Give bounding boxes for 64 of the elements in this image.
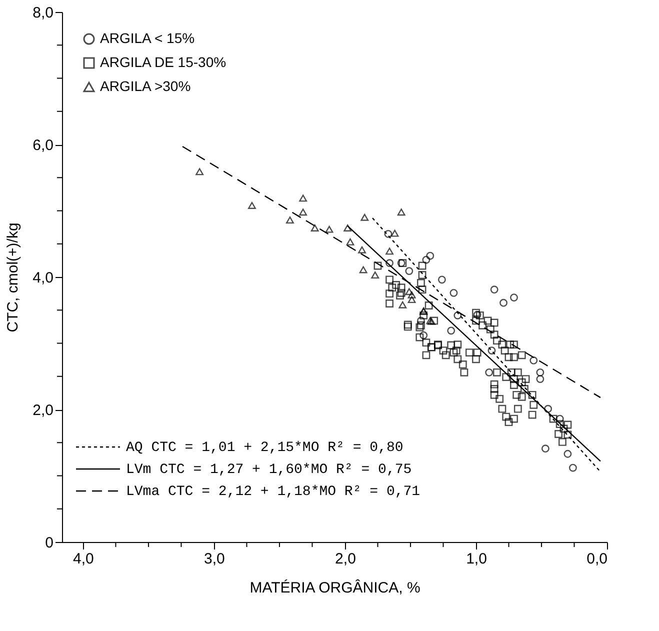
point	[386, 248, 394, 255]
x-axis-title: MATÉRIA ORGÂNICA, %	[250, 578, 420, 596]
x-tick-label: 3,0	[204, 550, 225, 568]
point	[556, 414, 564, 423]
point	[438, 276, 446, 284]
point	[426, 252, 434, 260]
x-tick-label: 4,0	[73, 550, 94, 568]
point	[541, 444, 550, 453]
point	[450, 288, 458, 297]
point	[500, 298, 508, 307]
point	[405, 288, 414, 296]
y-tick-label: 6,0	[32, 137, 54, 154]
point	[544, 404, 552, 413]
point	[390, 230, 399, 237]
point	[384, 230, 392, 238]
point	[417, 316, 425, 325]
point	[408, 296, 416, 304]
point	[359, 266, 368, 274]
x-tick-label: 0,0	[586, 550, 608, 568]
point	[568, 464, 577, 472]
legend-label: LVma CTC = 2,12 + 1,18*MO R² = 0,71	[126, 484, 420, 500]
point	[344, 224, 352, 232]
point	[530, 356, 538, 364]
point	[286, 216, 294, 224]
point	[360, 214, 369, 221]
y-tick-label: 0	[45, 534, 54, 552]
y-tick-label: 2,0	[32, 402, 54, 419]
point	[473, 310, 482, 319]
legend-label: ARGILA >30%	[100, 78, 191, 94]
point	[454, 311, 462, 320]
y-tick-label: 4,0	[32, 270, 54, 286]
point	[386, 259, 394, 268]
point	[346, 238, 354, 246]
point	[397, 259, 406, 268]
point	[420, 331, 428, 340]
x-tick-label: 2,0	[335, 550, 356, 568]
legend-label: AQ CTC = 1,01 + 2,15*MO R² = 0,80	[126, 440, 404, 456]
point	[248, 202, 256, 209]
point	[564, 450, 572, 458]
point	[422, 256, 430, 264]
y-tick-label: 8,0	[32, 4, 54, 22]
point	[485, 368, 494, 376]
point	[490, 286, 498, 294]
legend-label: LVm CTC = 1,27 + 1,60*MO R² = 0,75	[126, 462, 412, 478]
point	[299, 208, 308, 216]
point	[488, 346, 496, 354]
point	[325, 226, 334, 233]
point	[397, 208, 406, 216]
point	[408, 291, 416, 298]
point	[510, 294, 518, 302]
point	[196, 168, 204, 176]
point	[371, 272, 380, 279]
legend-label: ARGILA DE 15-30%	[100, 54, 226, 70]
point	[299, 194, 308, 202]
point	[398, 301, 407, 308]
legend-label: ARGILA < 15%	[100, 30, 195, 46]
point	[310, 224, 319, 232]
point	[536, 368, 544, 376]
point	[405, 267, 414, 275]
point	[536, 375, 544, 383]
x-tick-label: 1,0	[466, 550, 487, 568]
point	[358, 246, 366, 254]
y-axis-title: CTC, cmol(+)/kg	[4, 222, 22, 332]
point	[447, 326, 456, 335]
